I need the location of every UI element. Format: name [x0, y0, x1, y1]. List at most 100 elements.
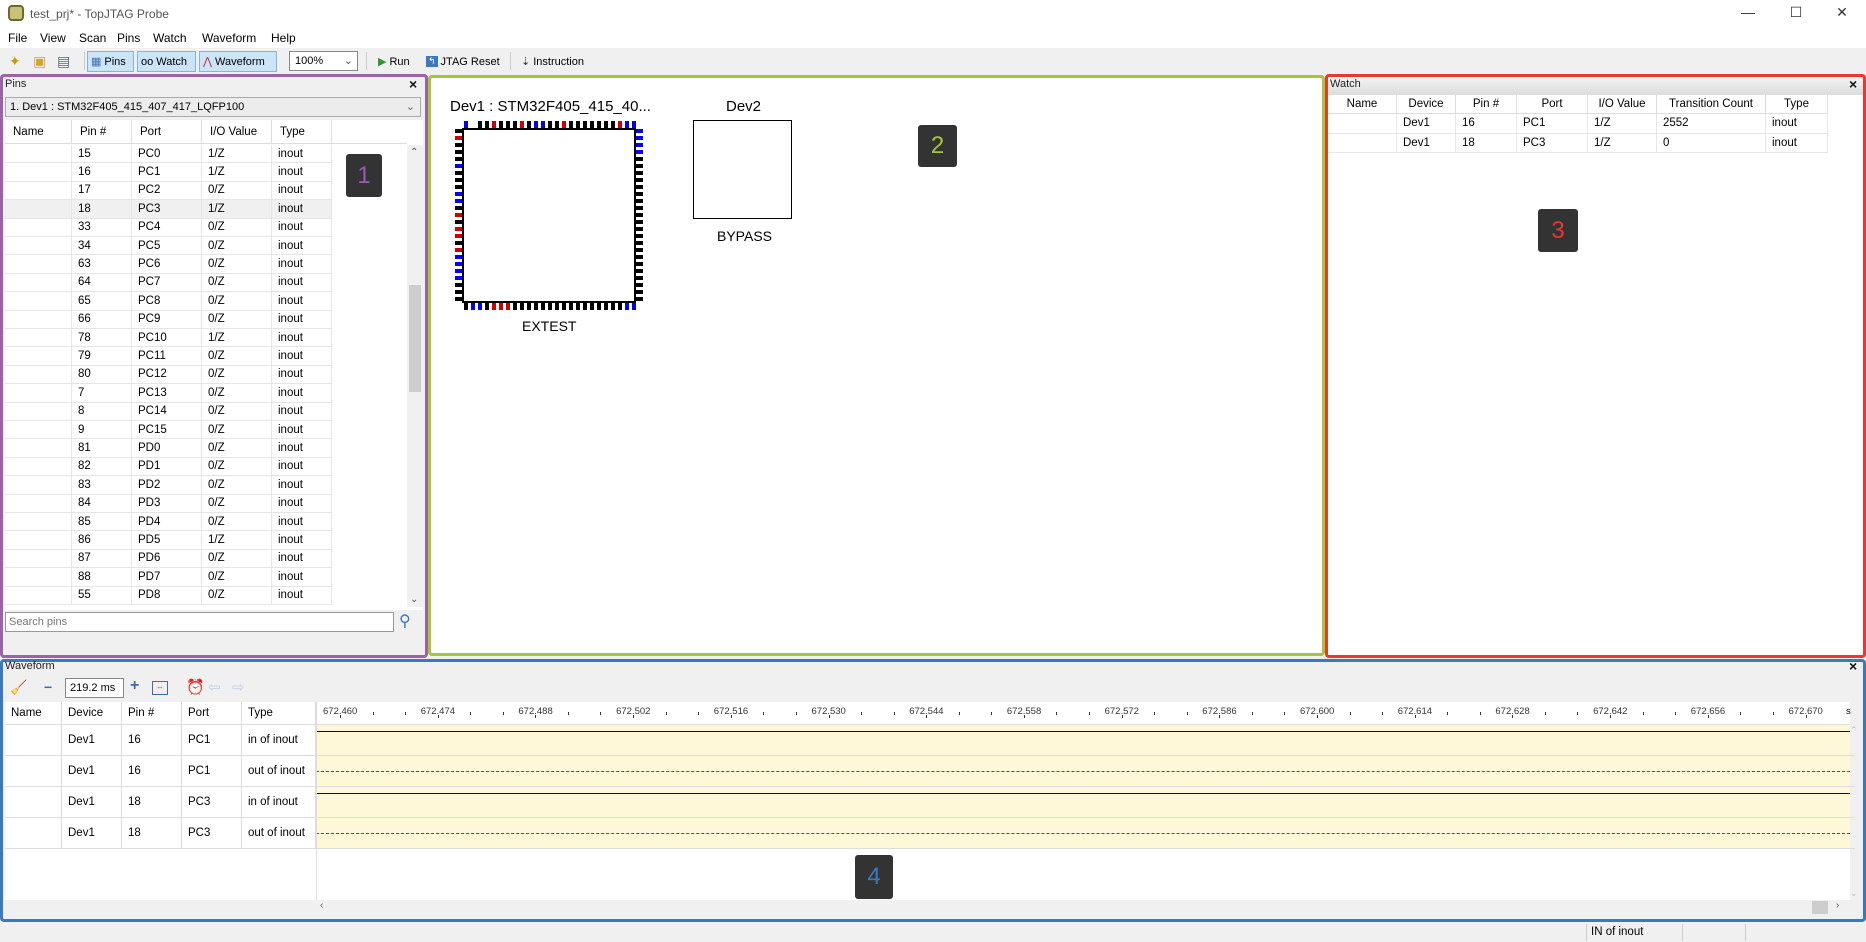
- chip-pin[interactable]: [632, 303, 636, 310]
- search-pins-input[interactable]: [5, 612, 394, 632]
- chip-pin[interactable]: [569, 303, 573, 310]
- chip-pin[interactable]: [455, 248, 462, 252]
- pin-row[interactable]: 33 PC4 0/Z inout: [5, 218, 332, 237]
- back-arrow-icon[interactable]: ⇦: [208, 679, 221, 696]
- chip-pin[interactable]: [611, 303, 615, 310]
- close-pins-panel-icon[interactable]: ×: [409, 76, 418, 92]
- chip-pin[interactable]: [506, 121, 510, 128]
- chip-pin[interactable]: [636, 192, 643, 196]
- chip-pin[interactable]: [478, 303, 482, 310]
- chip-pin[interactable]: [527, 303, 531, 310]
- chip-pin[interactable]: [636, 206, 643, 210]
- chip-pin[interactable]: [576, 121, 580, 128]
- pins-scrollbar[interactable]: ⌃ ⌄: [407, 145, 423, 607]
- chip-pin[interactable]: [455, 220, 462, 224]
- chip-pin[interactable]: [455, 199, 462, 203]
- chip-pin[interactable]: [455, 276, 462, 280]
- column-header-io-value[interactable]: I/O Value: [1588, 95, 1657, 113]
- pin-row[interactable]: 85 PD4 0/Z inout: [5, 513, 332, 532]
- chip-pin[interactable]: [590, 303, 594, 310]
- chip-pin[interactable]: [636, 290, 643, 294]
- scroll-down-icon[interactable]: ⌄: [1850, 888, 1858, 898]
- column-header-transition-count[interactable]: Transition Count: [1657, 95, 1766, 113]
- close-watch-panel-icon[interactable]: ×: [1849, 76, 1858, 92]
- wand-icon[interactable]: ✦: [9, 53, 21, 69]
- chip-pin[interactable]: [636, 269, 643, 273]
- close-button[interactable]: ✕: [1836, 4, 1848, 20]
- save-icon[interactable]: ▤: [57, 53, 71, 69]
- chip-pin[interactable]: [464, 303, 468, 310]
- instruction-button[interactable]: ⇣ Instruction: [518, 51, 587, 72]
- open-folder-icon[interactable]: ▣: [33, 53, 47, 69]
- chip-pin[interactable]: [636, 185, 643, 189]
- clear-brush-icon[interactable]: 🧹: [10, 679, 28, 695]
- zoom-out-icon[interactable]: −: [44, 679, 53, 695]
- chip-pin[interactable]: [618, 303, 622, 310]
- waveform-row[interactable]: Dev1 16 PC1 out of inout: [5, 756, 1855, 787]
- chip-pin[interactable]: [636, 227, 643, 231]
- chip-pin[interactable]: [485, 121, 489, 128]
- chip-pin[interactable]: [569, 121, 573, 128]
- pin-row[interactable]: 88 PD7 0/Z inout: [5, 568, 332, 587]
- pin-row[interactable]: 66 PC9 0/Z inout: [5, 310, 332, 329]
- chip-pin[interactable]: [548, 303, 552, 310]
- chip-pin[interactable]: [604, 121, 608, 128]
- chip-pin[interactable]: [455, 234, 462, 238]
- chip-pin[interactable]: [636, 234, 643, 238]
- chip-pin[interactable]: [636, 164, 643, 168]
- menu-help[interactable]: Help: [271, 31, 296, 45]
- menu-file[interactable]: File: [8, 31, 28, 45]
- dev1-chip[interactable]: [462, 128, 636, 303]
- waveform-row[interactable]: Dev1 18 PC3 out of inout: [5, 818, 1855, 849]
- signal-trace-area[interactable]: [316, 725, 1850, 755]
- chip-pin[interactable]: [632, 121, 636, 128]
- watch-row[interactable]: Dev1 16 PC1 1/Z 2552 inout: [1328, 114, 1828, 134]
- chip-pin[interactable]: [455, 283, 462, 287]
- column-header-port[interactable]: Port: [182, 702, 242, 724]
- menu-watch[interactable]: Watch: [153, 31, 187, 45]
- chip-pin[interactable]: [455, 192, 462, 196]
- chip-pin[interactable]: [583, 121, 587, 128]
- waveform-row[interactable]: Dev1 18 PC3 in of inout: [5, 787, 1855, 818]
- chip-pin[interactable]: [513, 121, 517, 128]
- pin-row[interactable]: 18 PC3 1/Z inout: [5, 200, 332, 219]
- column-header-pin[interactable]: Pin #: [122, 702, 182, 724]
- chip-pin[interactable]: [455, 157, 462, 161]
- dev2-chip[interactable]: [693, 120, 792, 219]
- column-header-type[interactable]: Type: [1766, 95, 1828, 113]
- chip-pin[interactable]: [555, 121, 559, 128]
- chip-pin[interactable]: [636, 143, 643, 147]
- pin-row[interactable]: 80 PC12 0/Z inout: [5, 365, 332, 385]
- pin-row[interactable]: 65 PC8 0/Z inout: [5, 292, 332, 311]
- pin-row[interactable]: 16 PC1 1/Z inout: [5, 163, 332, 182]
- pin-row[interactable]: 86 PD5 1/Z inout: [5, 531, 332, 550]
- chip-pin[interactable]: [455, 213, 462, 217]
- forward-arrow-icon[interactable]: ⇨: [232, 679, 245, 696]
- scroll-up-icon[interactable]: ⌃: [1850, 725, 1858, 735]
- chip-pin[interactable]: [455, 206, 462, 210]
- pin-row[interactable]: 83 PD2 0/Z inout: [5, 476, 332, 495]
- chip-pin[interactable]: [636, 283, 643, 287]
- chip-pin[interactable]: [636, 178, 643, 182]
- pin-row[interactable]: 17 PC2 0/Z inout: [5, 181, 332, 201]
- close-waveform-panel-icon[interactable]: ×: [1849, 658, 1858, 674]
- column-header-type[interactable]: Type: [242, 702, 316, 724]
- waveform-row[interactable]: Dev1 16 PC1 in of inout: [5, 725, 1855, 756]
- chip-pin[interactable]: [455, 290, 462, 294]
- chip-pin[interactable]: [541, 303, 545, 310]
- chip-pin[interactable]: [636, 248, 643, 252]
- chip-pin[interactable]: [597, 121, 601, 128]
- pin-row[interactable]: 8 PC14 0/Z inout: [5, 402, 332, 421]
- jtag-reset-button[interactable]: ↰ JTAG Reset: [423, 51, 503, 72]
- timer-icon[interactable]: ⏰: [186, 679, 205, 696]
- chip-pin[interactable]: [636, 241, 643, 245]
- watch-view-button[interactable]: oo Watch: [137, 51, 196, 72]
- chip-pin[interactable]: [471, 303, 475, 310]
- chip-pin[interactable]: [590, 121, 594, 128]
- zoom-in-icon[interactable]: +: [130, 677, 140, 694]
- chip-pin[interactable]: [576, 303, 580, 310]
- chip-pin[interactable]: [455, 171, 462, 175]
- column-header-pin[interactable]: Pin #: [72, 120, 132, 143]
- column-header-device[interactable]: Device: [62, 702, 122, 724]
- menu-scan[interactable]: Scan: [79, 31, 107, 45]
